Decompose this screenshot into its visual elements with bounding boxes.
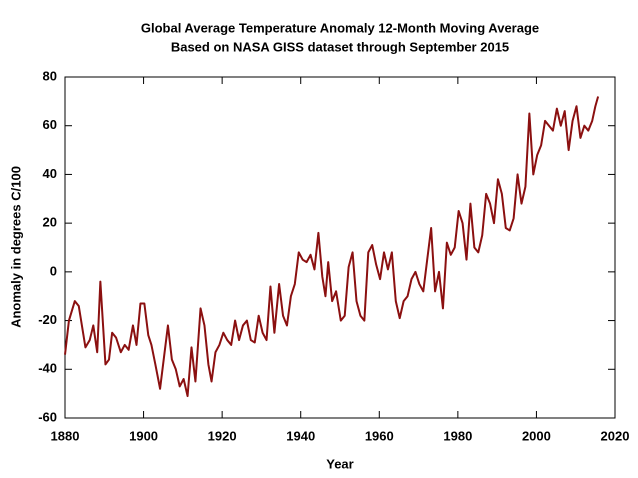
chart-subtitle: Based on NASA GISS dataset through Septe…	[171, 39, 509, 54]
x-tick-label: 1920	[208, 428, 237, 443]
y-tick-label: 60	[43, 117, 57, 132]
y-tick-label: -40	[38, 361, 57, 376]
y-tick-label: 80	[43, 68, 57, 83]
y-tick-label: 0	[50, 263, 57, 278]
y-tick-label: 20	[43, 215, 57, 230]
x-tick-label: 1980	[443, 428, 472, 443]
y-tick-label: -20	[38, 312, 57, 327]
chart-title: Global Average Temperature Anomaly 12-Mo…	[141, 20, 539, 35]
plot-frame	[64, 76, 616, 419]
y-tick-label: -60	[38, 409, 57, 424]
x-tick-label: 1880	[51, 428, 80, 443]
y-axis-label: Anomaly in degrees C/100	[8, 166, 23, 328]
x-axis-label: Year	[326, 456, 353, 471]
x-tick-label: 1940	[286, 428, 315, 443]
x-tick-label: 1900	[129, 428, 158, 443]
x-tick-label: 2000	[522, 428, 551, 443]
data-line	[64, 96, 600, 398]
x-tick-label: 2020	[601, 428, 630, 443]
y-tick-label: 40	[43, 166, 57, 181]
x-tick-label: 1960	[365, 428, 394, 443]
